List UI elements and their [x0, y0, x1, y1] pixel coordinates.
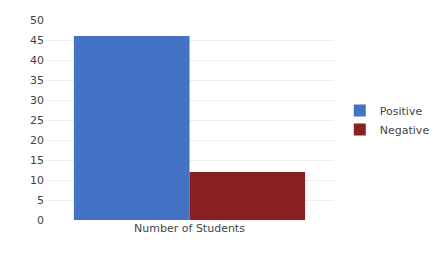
svg-text:30: 30 [30, 94, 44, 107]
svg-text:35: 35 [30, 74, 44, 87]
svg-text:10: 10 [30, 174, 44, 187]
svg-text:40: 40 [30, 54, 44, 67]
svg-text:5: 5 [37, 194, 44, 207]
svg-text:50: 50 [30, 14, 44, 27]
svg-text:Positive: Positive [380, 105, 423, 118]
svg-text:15: 15 [30, 154, 44, 167]
svg-text:25: 25 [30, 114, 44, 127]
svg-text:0: 0 [37, 214, 44, 227]
svg-text:20: 20 [30, 134, 44, 147]
svg-text:Number of Students: Number of Students [134, 222, 245, 235]
svg-text:Negative: Negative [380, 124, 430, 137]
svg-text:45: 45 [30, 34, 44, 47]
